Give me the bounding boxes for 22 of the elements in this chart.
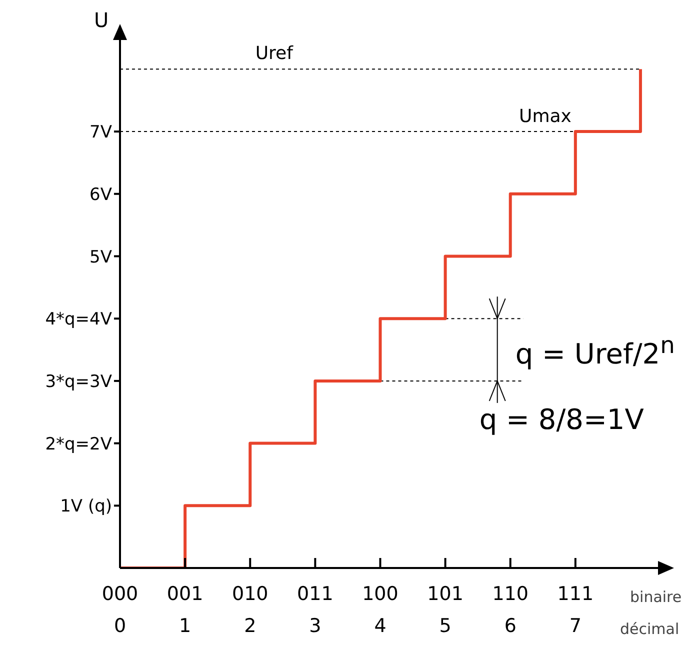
x-tick-label: 010 2 — [232, 583, 268, 637]
x-tick-label: 001 1 — [166, 583, 204, 637]
text: décimal — [620, 620, 680, 638]
y-tick-label: 4*q=4V — [45, 310, 112, 330]
x-tick-label: 110 6 — [492, 583, 528, 637]
y-axis-title: U — [94, 8, 109, 32]
y-tick-label: 1V (q) — [60, 496, 112, 517]
ref-line-label: Uref — [255, 43, 293, 64]
y-tick-label: 5V — [90, 247, 112, 268]
x-tick-label: 101 5 — [427, 583, 464, 637]
annotation: q = 8/8=1V — [479, 402, 644, 436]
x-tick-label: 100 4 — [362, 583, 398, 637]
x-tick-label: 000 0 — [102, 583, 138, 637]
annotation: q = Uref/2$^{n}$ — [515, 330, 675, 370]
y-tick-label: 2*q=2V — [45, 434, 112, 454]
y-tick-label: 6V — [90, 184, 112, 205]
x-tick-label: 011 3 — [297, 583, 334, 637]
ref-line-label: Umax — [519, 106, 572, 127]
text: binaire — [630, 588, 682, 606]
y-tick-label: 3*q=3V — [45, 372, 112, 392]
x-tick-label: 111 7 — [557, 583, 594, 637]
y-tick-label: 7V — [90, 122, 112, 143]
